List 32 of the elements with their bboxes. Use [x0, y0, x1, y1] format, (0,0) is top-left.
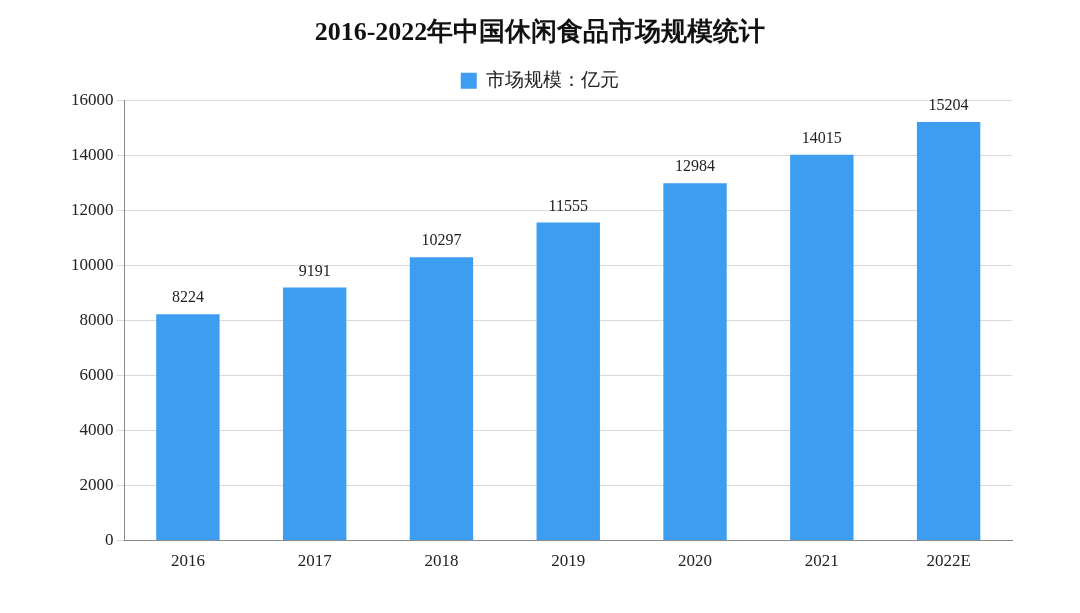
y-tick-label: 0 — [105, 530, 114, 550]
y-tick-label: 8000 — [79, 309, 114, 329]
x-tick-label: 2019 — [551, 551, 586, 571]
x-tick-label: 2020 — [678, 551, 713, 571]
chart-title: 2016-2022年中国休闲食品市场规模统计 — [314, 17, 766, 47]
data-label: 12984 — [675, 157, 716, 175]
x-tick-label: 2021 — [804, 551, 839, 571]
bar — [409, 257, 474, 541]
bar — [663, 183, 727, 541]
data-label: 11555 — [548, 196, 588, 214]
y-tick-label: 10000 — [71, 254, 114, 274]
y-tick-label: 12000 — [71, 199, 114, 219]
bar — [790, 154, 854, 541]
y-tick-label: 16000 — [71, 89, 114, 109]
bar — [536, 222, 600, 541]
bar — [282, 287, 347, 541]
data-label: 14015 — [801, 129, 842, 147]
x-tick-label: 2017 — [297, 551, 333, 571]
x-tick-label: 2016 — [170, 551, 205, 571]
bar — [916, 122, 981, 541]
data-label: 9191 — [298, 261, 331, 279]
y-tick-label: 2000 — [79, 475, 114, 495]
data-label: 10297 — [421, 231, 462, 249]
data-label: 8224 — [171, 288, 204, 306]
y-tick-label: 14000 — [71, 144, 114, 164]
bar — [156, 314, 220, 541]
x-tick-label: 2018 — [424, 551, 459, 571]
x-tick-label: 2022E — [926, 551, 971, 571]
y-tick-label: 4000 — [79, 419, 114, 439]
y-tick-label: 6000 — [79, 364, 114, 384]
legend-label: 市场规模：亿元 — [486, 68, 620, 90]
data-label: 15204 — [928, 96, 969, 114]
